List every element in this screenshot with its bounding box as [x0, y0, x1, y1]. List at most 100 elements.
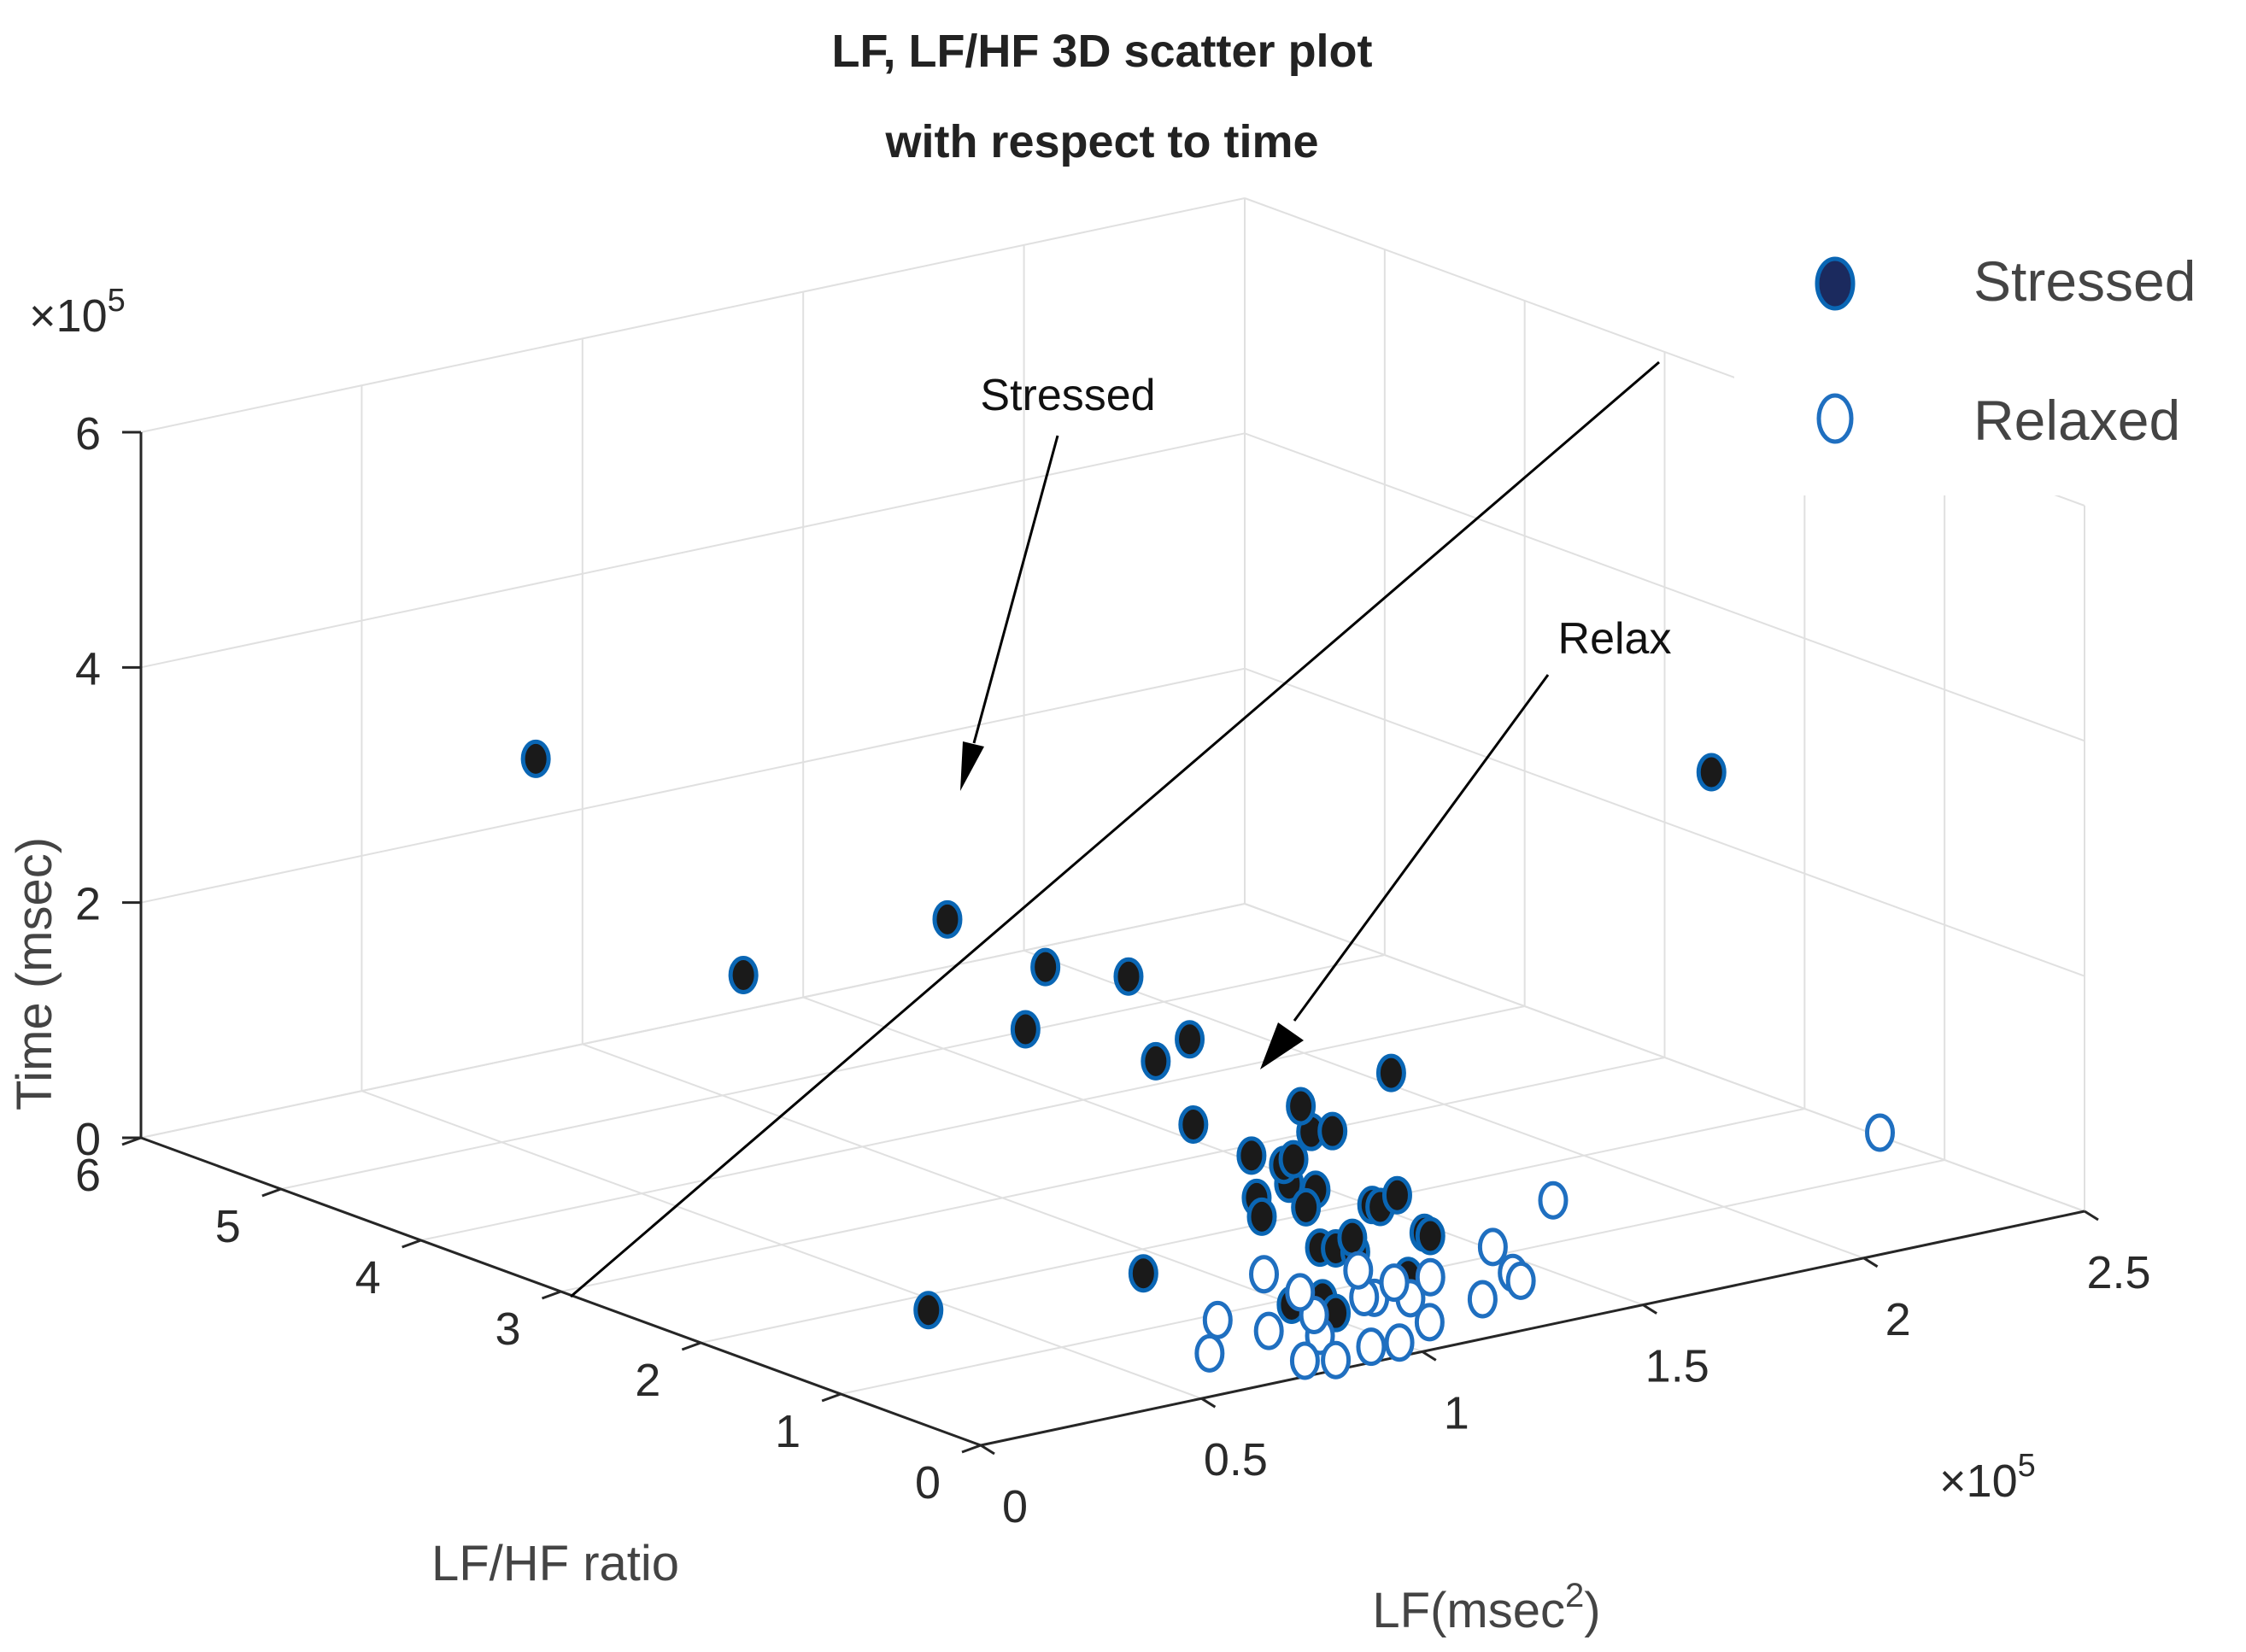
x-tick-label: 0 — [1002, 1481, 1028, 1532]
x-tick — [1422, 1350, 1437, 1362]
relaxed-point — [1356, 1327, 1387, 1367]
stressed-point — [1291, 1187, 1322, 1227]
relaxed-point — [1285, 1273, 1316, 1312]
relaxed-point — [1194, 1333, 1225, 1373]
y-tick-label: 4 — [355, 1252, 381, 1303]
relaxed-point — [1249, 1255, 1280, 1294]
relaxed-point — [1343, 1251, 1374, 1290]
x-tick-label: 1 — [1444, 1387, 1469, 1438]
annotation-relax-arrow — [1293, 674, 1550, 1022]
stressed-point — [1141, 1041, 1171, 1081]
stressed-point — [1178, 1105, 1209, 1145]
stressed-point — [1415, 1216, 1446, 1256]
annotation-relax-arrowhead — [1260, 1022, 1304, 1069]
annotation-stressed-arrow — [972, 435, 1059, 744]
stressed-point — [1246, 1197, 1277, 1236]
decision-boundary-line — [570, 360, 1660, 1298]
relaxed-point — [1289, 1341, 1320, 1380]
grid-wall-x-horizontal — [1244, 903, 2085, 1212]
stressed-point — [1317, 1111, 1348, 1151]
relaxed-point — [1379, 1263, 1410, 1303]
grid-wall-y-horizontal — [140, 667, 1246, 904]
grid-floor-y — [560, 1057, 1665, 1292]
stressed-point — [1337, 1218, 1368, 1257]
y-tick-label: 0 — [915, 1457, 941, 1508]
legend-label-stressed: Stressed — [1973, 249, 2196, 313]
relaxed-point — [1415, 1257, 1446, 1297]
x-axis-line — [980, 1210, 2085, 1447]
annotation-relax-text: Relax — [1558, 614, 1672, 664]
x-tick — [980, 1444, 995, 1456]
grid-wall-x-horizontal — [1244, 667, 2085, 977]
relaxed-point — [1538, 1180, 1569, 1220]
x-tick — [1642, 1303, 1657, 1315]
legend-marker-relaxed — [1816, 393, 1854, 444]
annotation-stressed-arrowhead — [960, 741, 984, 791]
x-tick — [1862, 1257, 1879, 1268]
x-axis-exponent: ×105 — [1939, 1448, 2036, 1507]
legend-marker-stressed — [1815, 256, 1856, 311]
y-tick-label: 6 — [75, 1150, 101, 1201]
y-tick — [402, 1239, 422, 1249]
annotation-stressed-text: Stressed — [980, 371, 1155, 420]
grid-wall-y-horizontal — [140, 903, 1246, 1139]
y-axis-label: LF/HF ratio — [431, 1536, 679, 1591]
legend-label-relaxed: Relaxed — [1973, 389, 2180, 452]
data-points — [520, 739, 1896, 1380]
x-tick-label: 2 — [1885, 1294, 1911, 1345]
x-tick-label: 0.5 — [1204, 1434, 1268, 1485]
y-tick-label: 3 — [495, 1303, 520, 1355]
stressed-point — [1030, 947, 1061, 987]
z-tick-label: 2 — [75, 879, 101, 930]
z-axis-exponent: ×105 — [29, 283, 126, 342]
x-axis-label: LF(msec2) — [1372, 1577, 1600, 1638]
stressed-point — [1375, 1053, 1406, 1093]
y-tick — [681, 1341, 701, 1351]
axes — [121, 431, 2099, 1456]
relaxed-point — [1505, 1261, 1536, 1300]
chart-title-line-2: with respect to time — [884, 116, 1318, 167]
x-tick-label: 2.5 — [2086, 1247, 2150, 1298]
z-tick-label: 0 — [75, 1114, 101, 1165]
relaxed-point — [1467, 1280, 1498, 1319]
stressed-point — [932, 899, 963, 939]
relaxed-point — [1414, 1303, 1445, 1342]
relaxed-point — [1865, 1113, 1896, 1152]
z-axis-label: Time (msec) — [7, 837, 62, 1110]
grid-floor-y — [420, 1005, 1525, 1241]
x-tick-label: 1.5 — [1645, 1341, 1709, 1392]
y-tick — [961, 1444, 982, 1454]
grid-wall-x-horizontal — [1244, 432, 2085, 742]
stressed-point — [1381, 1175, 1412, 1215]
z-tick-label: 6 — [75, 408, 101, 460]
stressed-point — [1113, 957, 1144, 996]
y-tick — [821, 1392, 842, 1403]
stressed-point — [1236, 1136, 1267, 1175]
chart-title-line-1: LF, LF/HF 3D scatter plot — [831, 26, 1372, 77]
y-tick — [541, 1290, 562, 1300]
grid-wall-y-horizontal — [140, 197, 1246, 433]
stressed-point — [1278, 1139, 1309, 1179]
relaxed-point — [1253, 1311, 1284, 1350]
stressed-point — [1286, 1087, 1317, 1126]
stressed-point — [728, 955, 759, 994]
grid-wall-y-horizontal — [140, 432, 1246, 669]
y-tick-label: 1 — [775, 1406, 800, 1457]
y-tick — [261, 1187, 282, 1198]
relaxed-point — [1202, 1300, 1233, 1339]
stressed-point — [1175, 1020, 1205, 1059]
stressed-point — [913, 1291, 944, 1330]
stressed-point — [1696, 753, 1727, 792]
stressed-point — [520, 739, 551, 778]
relaxed-point — [1477, 1227, 1508, 1267]
y-tick-label: 2 — [635, 1355, 660, 1406]
x-tick — [2084, 1210, 2099, 1221]
x-tick — [1200, 1397, 1217, 1409]
relaxed-point — [1384, 1323, 1415, 1362]
relaxed-point — [1321, 1340, 1352, 1380]
z-tick-label: 4 — [75, 643, 101, 694]
stressed-point — [1128, 1254, 1158, 1293]
y-tick-label: 5 — [215, 1201, 241, 1252]
